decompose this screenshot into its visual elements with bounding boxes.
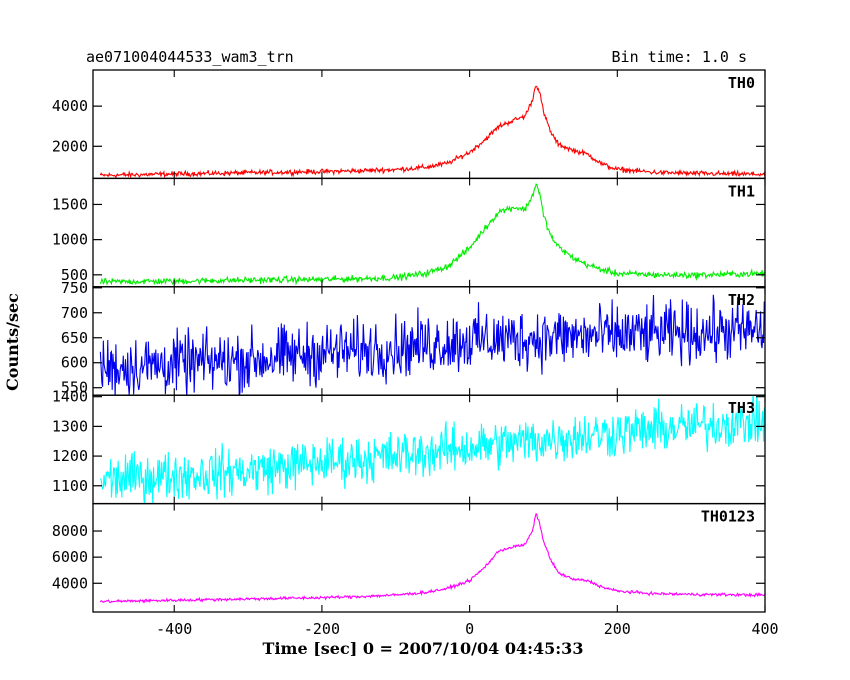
y-tick-label: 1300 (52, 417, 88, 435)
y-tick-label: 1200 (52, 447, 88, 465)
y-tick-label: 550 (61, 379, 88, 397)
series-line-th0123 (99, 512, 765, 604)
panel-label: TH3 (728, 399, 755, 417)
series-line-th1 (99, 183, 765, 286)
y-tick-label: 1000 (52, 231, 88, 249)
file-title: ae071004044533_wam3_trn (86, 48, 294, 66)
x-axis-title: Time [sec] 0 = 2007/10/04 04:45:33 (263, 639, 584, 658)
panels-group: 2000 4000 TH0 500 1000 1500 TH1 550 600 650 700 750… (52, 69, 766, 613)
panel-th3: 1100 1200 1300 1400 TH3 (52, 388, 766, 505)
panel-th0123: 4000 6000 8000 TH0123 (52, 502, 766, 613)
y-tick-label: 700 (61, 304, 88, 322)
y-tick-label: 600 (61, 354, 88, 372)
panel-th0: 2000 4000 TH0 (52, 69, 766, 180)
y-tick-label: 750 (61, 279, 88, 297)
x-axis: -400 -200 0 200 400 (156, 620, 778, 638)
series-line-th3 (99, 395, 765, 504)
y-tick-label: 2000 (52, 137, 88, 155)
x-tick-label: -400 (156, 620, 192, 638)
y-tick-label: 1100 (52, 477, 88, 495)
x-tick-label: 400 (751, 620, 778, 638)
bin-time-label: Bin time: 1.0 s (612, 48, 747, 66)
panel-label: TH0123 (701, 508, 755, 526)
y-tick-label: 650 (61, 329, 88, 347)
series-line-th0 (99, 85, 765, 179)
panel-frame (92, 69, 766, 180)
y-tick-label: 6000 (52, 548, 88, 566)
panel-frame (92, 502, 766, 613)
y-tick-label: 4000 (52, 97, 88, 115)
x-tick-label: -200 (304, 620, 340, 638)
series-line-th2 (99, 294, 765, 396)
y-tick-label: 1400 (52, 388, 88, 406)
y-axis-title: Counts/sec (3, 293, 22, 391)
panel-th2: 550 600 650 700 750 TH2 (61, 279, 766, 397)
y-tick-label: 1500 (52, 195, 88, 213)
y-tick-label: 8000 (52, 522, 88, 540)
y-tick-label: 4000 (52, 574, 88, 592)
x-tick-label: 200 (604, 620, 631, 638)
x-tick-label: 0 (465, 620, 474, 638)
y-tick-label: 500 (61, 266, 88, 284)
panel-label: TH2 (728, 291, 755, 309)
panel-label: TH0 (728, 74, 755, 92)
panel-th1: 500 1000 1500 TH1 (52, 177, 766, 288)
panel-label: TH1 (728, 182, 755, 200)
panel-frame (92, 177, 766, 288)
